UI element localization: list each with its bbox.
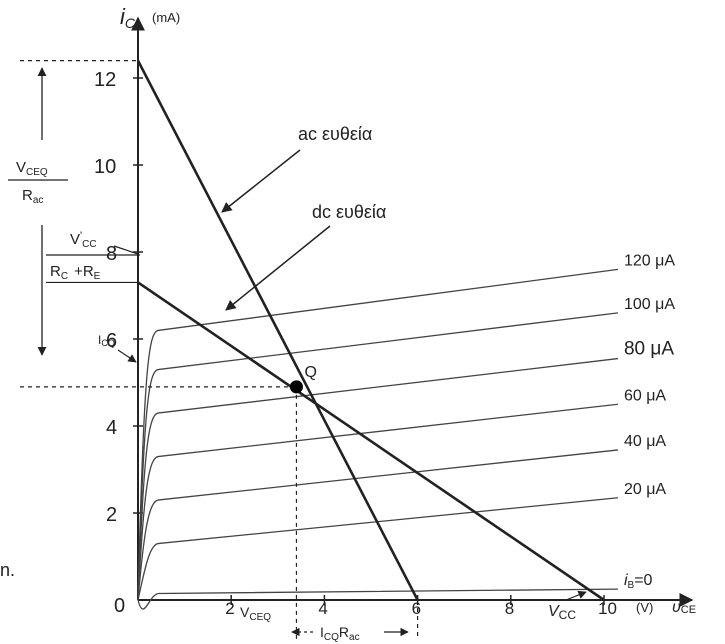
svg-text:ICQRac: ICQRac: [320, 624, 360, 643]
svg-text:VCEQ: VCEQ: [16, 159, 48, 178]
dc-line-label: dc ευθεία: [312, 202, 386, 222]
vcc-label: VCC: [548, 603, 576, 622]
axis-ticks: 2 4 6 8 10 2 4 6 8 10 12: [94, 69, 617, 618]
ac-line-pointer: [221, 149, 301, 213]
y-tick-label: 4: [106, 417, 117, 439]
ib-curve-label: iB=0: [624, 572, 653, 591]
x-tick-label: 10: [598, 599, 617, 618]
y-tick-label: 8: [106, 243, 117, 265]
icq-rac-dimension: ICQRac: [291, 624, 409, 643]
ib-curve: [137, 403, 619, 601]
y-tick-label: 2: [106, 504, 117, 526]
ac-line-label: ac ευθεία: [298, 124, 372, 144]
y-axis-unit: (mA): [152, 10, 180, 25]
icq-pointer: [117, 349, 137, 363]
svg-text:V'CC: V'CC: [70, 230, 97, 250]
ib-curve-label: 100 μA: [624, 296, 675, 313]
q-point: [289, 380, 303, 394]
ib-curve-label: 40 μA: [624, 433, 666, 450]
ib-curve-label: 20 μA: [624, 481, 666, 498]
x-axis-unit: (V): [636, 600, 653, 615]
ib-curve: [137, 588, 618, 610]
dc-line-pointer: [225, 225, 331, 311]
y-tick-label: 6: [106, 330, 117, 352]
svg-text:Rac: Rac: [22, 187, 43, 206]
dc-load-line: [137, 281, 605, 602]
y-tick-label: 10: [94, 156, 116, 178]
x-tick-label: 6: [412, 599, 421, 618]
base-current-curves: 120 μA 100 μA 80 μA 60 μA 40 μA 20 μA iB=0: [137, 252, 675, 610]
q-point-label: Q: [304, 364, 316, 381]
ib-curve: [137, 312, 619, 601]
x-tick-label: 4: [318, 599, 327, 618]
vceq-label: VCEQ: [240, 604, 271, 623]
origin-label: 0: [114, 595, 125, 617]
stray-text: n.: [0, 560, 15, 580]
ib-curve: [137, 268, 619, 601]
ac-load-line: [136, 60, 419, 601]
ib-curve: [137, 497, 619, 601]
svg-text:RC+RE: RC +RE: [50, 263, 101, 282]
y-tick-label: 12: [94, 69, 116, 91]
x-axis-title: υCE: [672, 599, 696, 616]
dashed-guides: [20, 59, 419, 640]
ib-curve: [137, 357, 619, 601]
ib-curve-label: 80 μA: [624, 339, 674, 360]
vcc-pointer: [565, 590, 587, 601]
load-lines: [136, 60, 605, 602]
ib-curve: [137, 449, 619, 601]
vceq-over-rac-fraction: VCEQ Rac: [8, 159, 68, 206]
x-tick-label: 8: [505, 599, 514, 618]
vcc-over-rc-re-fraction: V'CC RC +RE: [46, 230, 140, 282]
icq-label: ICQ: [98, 333, 115, 348]
ib-curve-label: 60 μA: [624, 387, 666, 404]
x-tick-label: 2: [225, 599, 234, 618]
ib-curve-label: 120 μA: [624, 252, 675, 269]
vcc-fraction-pointer: [113, 245, 139, 255]
y-axis-title: iC: [120, 4, 136, 31]
